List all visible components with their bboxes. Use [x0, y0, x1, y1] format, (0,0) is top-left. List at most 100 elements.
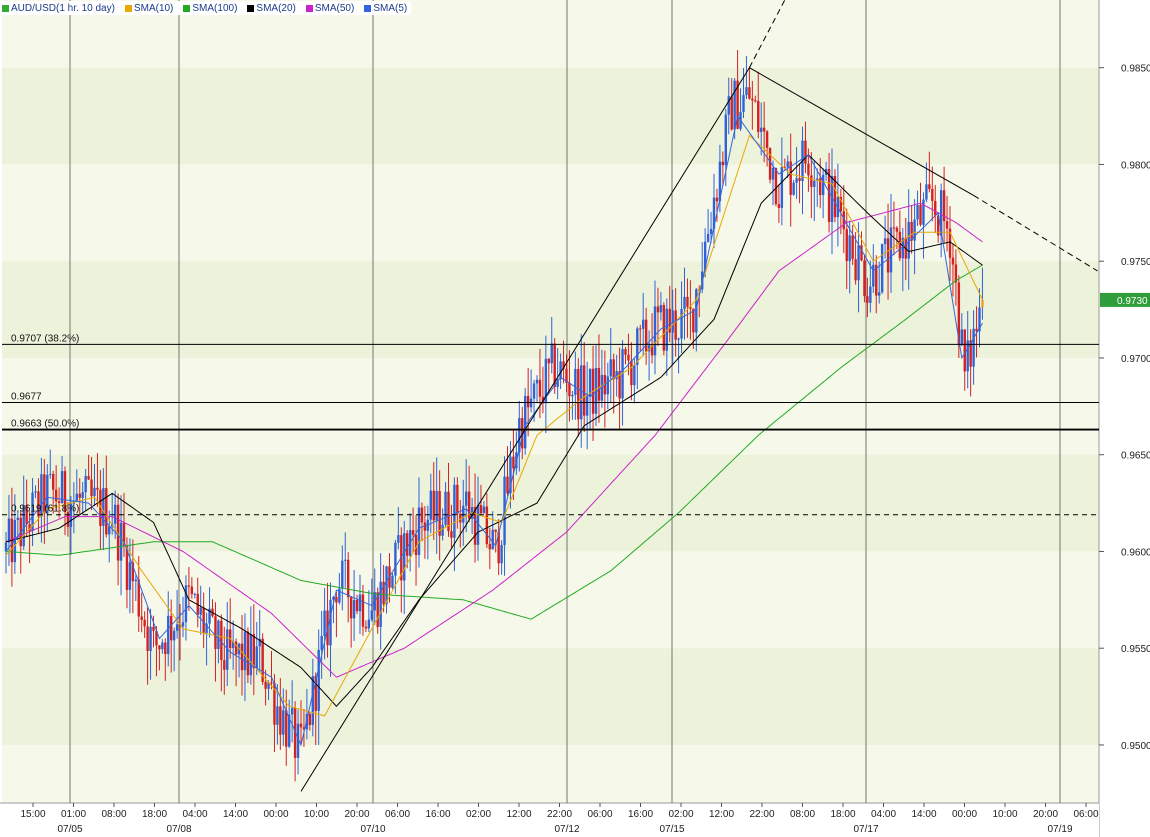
candle-body [335, 597, 338, 603]
candle-body [193, 593, 196, 595]
time-tick-label: 06:00 [385, 809, 410, 820]
candle-body [370, 610, 373, 620]
candle-body [928, 184, 931, 189]
price-tick-label: 0.9650 [1121, 451, 1150, 462]
candle-body [721, 161, 725, 166]
candle-body [945, 221, 949, 229]
candle-body [798, 178, 801, 181]
candle-body [715, 197, 719, 202]
candle-body [783, 167, 786, 169]
last-price-label: 0.9730 [1117, 296, 1148, 307]
candle-body [252, 634, 255, 669]
candle-body [851, 235, 854, 260]
date-label: 07/05 [57, 824, 82, 835]
legend-label: AUD/USD(1 hr. 10 day) [11, 2, 115, 14]
candle-body [479, 505, 483, 514]
candle-body [786, 161, 789, 168]
candle-body [364, 626, 368, 629]
candle-body [659, 305, 663, 313]
candle-body [311, 676, 314, 725]
candle-body [644, 319, 648, 352]
candle-body [857, 245, 860, 281]
sma-line-SMA5 [5, 114, 983, 747]
candle-body [467, 491, 471, 519]
candle-body [37, 491, 40, 517]
candle-body [609, 359, 612, 377]
date-label: 07/17 [853, 824, 878, 835]
candle-body [93, 487, 96, 497]
candle-body [975, 328, 978, 332]
candle-body [258, 638, 261, 647]
sma-line-SMA10 [5, 134, 983, 717]
candle-body [149, 626, 152, 651]
candle-body [860, 245, 863, 261]
candle-body [317, 649, 320, 711]
candle-body [87, 476, 90, 480]
candle-body [125, 546, 129, 590]
time-tick-label: 08:00 [790, 809, 815, 820]
candle-body [429, 490, 432, 520]
candle-body [190, 586, 194, 595]
candle-body [526, 395, 530, 408]
candle-body [907, 221, 910, 259]
candle-body [25, 505, 28, 525]
candle-body [875, 264, 878, 296]
legend-item: SMA(5) [364, 3, 407, 14]
candle-body [934, 200, 937, 216]
date-label: 07/12 [554, 824, 579, 835]
candle-body [155, 630, 158, 646]
candle-body [320, 636, 323, 650]
candle-body [332, 597, 335, 600]
trendline [300, 67, 750, 792]
candle-body [804, 140, 807, 164]
candle-body [872, 264, 875, 287]
candle-body [656, 306, 660, 313]
time-tick-label: 14:00 [223, 809, 248, 820]
candle-body [574, 368, 577, 395]
candle-body [594, 367, 598, 414]
candle-body [922, 199, 925, 225]
candle-body [411, 530, 415, 535]
candle-body [627, 354, 630, 361]
candle-body [305, 713, 309, 730]
candle-body [771, 168, 775, 180]
candle-body [214, 616, 217, 649]
candle-body [276, 706, 279, 725]
time-tick-label: 04:00 [871, 809, 896, 820]
candle-body [839, 196, 843, 212]
candle-body [63, 471, 67, 512]
candle-body [355, 599, 359, 612]
candle-body [146, 626, 149, 651]
time-tick-label: 00:00 [952, 809, 977, 820]
price-tick-label: 0.9550 [1121, 644, 1150, 655]
price-tick-label: 0.9800 [1121, 160, 1150, 171]
sma-line-SMA100 [5, 264, 983, 620]
candle-body [143, 619, 146, 627]
candle-body [916, 204, 919, 220]
candle-body [580, 365, 583, 420]
candle-body [4, 542, 8, 552]
time-tick-label: 20:00 [1033, 809, 1058, 820]
candle-body [164, 642, 167, 655]
time-tick-label: 10:00 [992, 809, 1017, 820]
legend-label: SMA(5) [373, 2, 408, 14]
candle-body [43, 474, 46, 514]
price-axis-area [1099, 0, 1150, 837]
price-band [2, 454, 1099, 552]
candle-body [703, 241, 707, 272]
candle-body [69, 503, 73, 527]
candle-body [760, 127, 763, 132]
candle-body [919, 204, 922, 225]
candle-body [423, 522, 427, 531]
time-tick-label: 15:00 [20, 809, 45, 820]
candle-body [892, 227, 896, 229]
candle-body [40, 474, 43, 517]
candle-body [736, 80, 739, 129]
candle-body [329, 599, 332, 646]
candle-body [863, 260, 866, 297]
candle-body [52, 473, 55, 490]
candle-body [217, 620, 220, 649]
candle-body [299, 723, 303, 728]
candle-body [636, 328, 639, 366]
